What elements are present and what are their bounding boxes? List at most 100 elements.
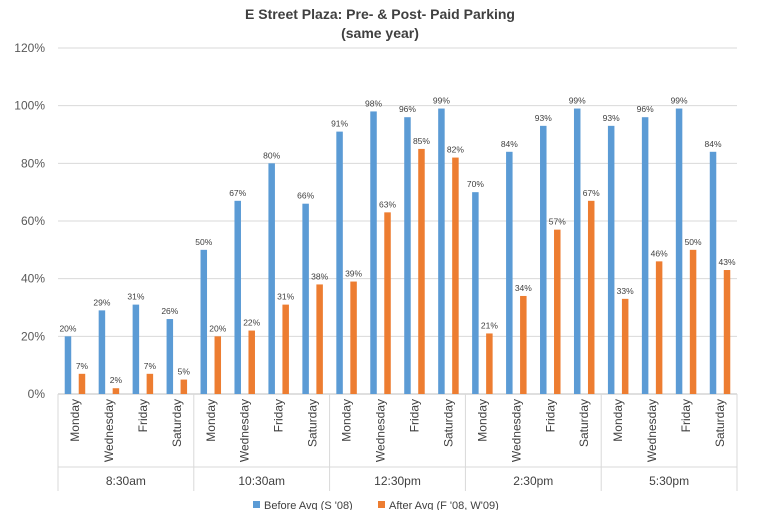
data-label: 31% [127, 292, 144, 302]
data-label: 2% [110, 375, 123, 385]
bar-after [621, 298, 629, 394]
data-label: 7% [76, 361, 89, 371]
x-tick-label: Wednesday [374, 399, 388, 462]
bar-after [689, 249, 697, 394]
data-label: 21% [481, 320, 498, 330]
data-label: 50% [685, 237, 702, 247]
data-label: 66% [297, 191, 314, 201]
x-tick-label: Wednesday [102, 399, 116, 462]
bar-before [675, 108, 683, 395]
data-label: 70% [467, 179, 484, 189]
x-axis: Monday Wednesday Friday Saturday Monday Wedne… [57, 394, 738, 491]
legend-label-before: Before Avg (S '08) [264, 500, 353, 510]
bar-before [472, 192, 479, 394]
x-tick-label: Saturday [306, 399, 320, 447]
bar-before [607, 125, 615, 394]
data-label: 67% [229, 188, 246, 198]
bars [64, 108, 731, 395]
x-tick-label: Saturday [713, 399, 727, 447]
bar-before [404, 117, 411, 394]
bar-before [268, 163, 275, 394]
data-label: 31% [277, 292, 294, 302]
bar-before [438, 108, 445, 395]
data-labels: 20% 29% 31% 26% 50% 67% 80% 66% 91% 98% 96% 99% 70% 8… [59, 96, 736, 386]
legend: Before Avg (S '08) After Avg (F '08, W'0… [253, 500, 499, 510]
x-tick-label: Monday [611, 399, 625, 442]
data-label: 67% [583, 188, 600, 198]
data-label: 46% [651, 248, 668, 258]
x-tick-label: Saturday [441, 399, 455, 447]
y-tick-label: 40% [21, 272, 45, 286]
x-tick-label: Saturday [170, 399, 184, 447]
data-label: 96% [399, 104, 416, 114]
x-tick-label: Friday [543, 399, 557, 432]
x-tick-label: Saturday [577, 399, 591, 447]
y-tick-label: 0% [28, 387, 46, 401]
data-label: 93% [535, 113, 552, 123]
bar-after [520, 295, 527, 394]
data-label: 20% [59, 323, 76, 333]
data-label: 99% [433, 96, 450, 106]
bar-before [200, 249, 208, 394]
bar-after [180, 379, 188, 394]
legend-label-after: After Avg (F '08, W'09) [389, 500, 499, 510]
data-label: 99% [671, 96, 688, 106]
legend-swatch-after [378, 501, 385, 508]
data-label: 84% [501, 139, 518, 149]
bar-after [112, 388, 120, 394]
bar-after [452, 157, 459, 394]
bar-before [573, 108, 581, 395]
data-label: 29% [93, 297, 110, 307]
x-group-label: 8:30am [106, 474, 146, 488]
bar-before [98, 310, 106, 394]
bar-before [166, 319, 174, 394]
data-label: 84% [705, 139, 722, 149]
bar-before [540, 125, 547, 394]
bar-before [370, 111, 377, 394]
x-tick-label: Monday [204, 399, 218, 442]
data-label: 5% [178, 367, 191, 377]
data-label: 80% [263, 150, 280, 160]
bar-before [709, 151, 717, 394]
data-label: 7% [144, 361, 157, 371]
bar-before [641, 117, 649, 394]
data-label: 33% [617, 286, 634, 296]
bar-after [248, 330, 255, 394]
data-label: 93% [603, 113, 620, 123]
bar-after [78, 373, 86, 394]
data-label: 22% [243, 318, 260, 328]
chart-title: E Street Plaza: Pre- & Post- Paid Parkin… [245, 6, 515, 22]
bar-before [506, 151, 513, 394]
x-tick-label: Friday [407, 399, 421, 432]
bar-after [316, 284, 323, 394]
data-label: 34% [515, 283, 532, 293]
y-tick-label: 20% [21, 329, 45, 343]
x-tick-label: Wednesday [509, 399, 523, 462]
x-tick-label: Monday [68, 399, 82, 442]
legend-swatch-before [253, 501, 260, 508]
data-label: 26% [161, 306, 178, 316]
data-label: 50% [195, 237, 212, 247]
data-label: 99% [569, 96, 586, 106]
data-label: 43% [719, 257, 736, 267]
bar-after [384, 212, 391, 394]
x-tick-label: Monday [340, 399, 354, 442]
x-group-label: 2:30pm [513, 474, 553, 488]
bar-after [282, 304, 289, 394]
data-label: 38% [311, 271, 328, 281]
data-label: 91% [331, 119, 348, 129]
bar-after [655, 261, 663, 394]
bar-after [146, 373, 154, 394]
bar-before [132, 304, 140, 394]
data-label: 85% [413, 136, 430, 146]
y-tick-label: 120% [14, 41, 45, 55]
x-group-label: 10:30am [238, 474, 285, 488]
x-tick-label: Friday [272, 399, 286, 432]
x-group-label: 12:30pm [374, 474, 421, 488]
y-tick-label: 100% [14, 99, 45, 113]
x-tick-label: Wednesday [645, 399, 659, 462]
gridlines [58, 47, 737, 395]
chart-subtitle: (same year) [341, 25, 419, 41]
y-tick-label: 80% [21, 156, 45, 170]
